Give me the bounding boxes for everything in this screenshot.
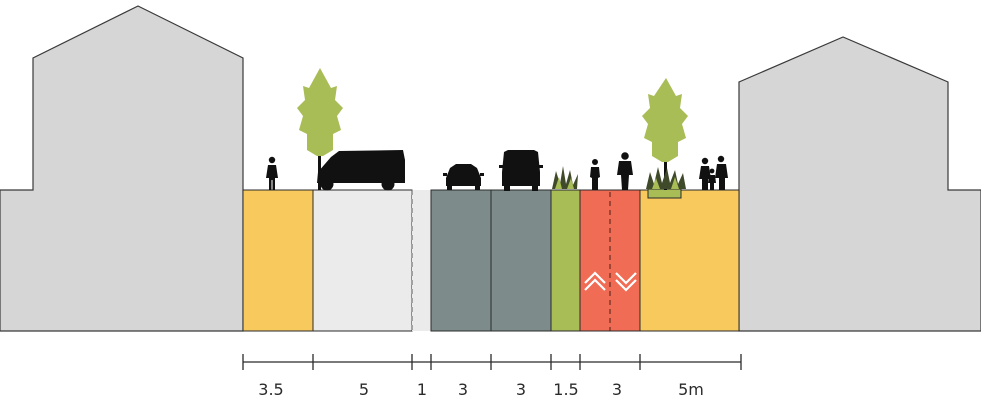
grass-icon	[646, 167, 686, 189]
dimension-label-travel-lane-1: 3	[458, 380, 468, 399]
dimension-label-right-sidewalk: 5m	[678, 380, 704, 399]
chevron-up-icon	[584, 271, 606, 291]
left-sidewalk-zone	[242, 189, 314, 332]
right-sidewalk-zone	[639, 189, 740, 332]
dimension-line	[242, 354, 742, 370]
travel-lane-1-zone	[430, 189, 492, 332]
cyclist-icon	[617, 152, 633, 190]
dimension-label-planting-strip: 1.5	[553, 380, 578, 399]
chevron-down-icon	[615, 272, 637, 292]
tree-icon	[297, 68, 343, 190]
left-building	[0, 5, 244, 332]
right-building	[738, 36, 981, 332]
dimension-label-left-sidewalk: 3.5	[258, 380, 283, 399]
dimension-label-parking-lane: 5	[359, 380, 369, 399]
pedestrian-icon	[266, 156, 278, 190]
cyclist-icon	[590, 159, 600, 190]
van-icon	[317, 150, 405, 191]
dimension-label-bike-lane: 3	[612, 380, 622, 399]
dimension-label-travel-lane-2: 3	[516, 380, 526, 399]
parking-lane-zone	[312, 189, 413, 332]
dimension-label-buffer: 1	[417, 380, 427, 399]
tree-planter-box	[647, 188, 682, 199]
grass-icon	[552, 166, 578, 189]
planting-strip-zone	[550, 189, 581, 332]
car-icon	[443, 164, 484, 190]
family-icon	[699, 155, 728, 190]
travel-lane-2-zone	[490, 189, 552, 332]
van-icon	[499, 150, 543, 191]
tree-icon	[642, 78, 688, 190]
buffer-zone	[412, 190, 431, 331]
